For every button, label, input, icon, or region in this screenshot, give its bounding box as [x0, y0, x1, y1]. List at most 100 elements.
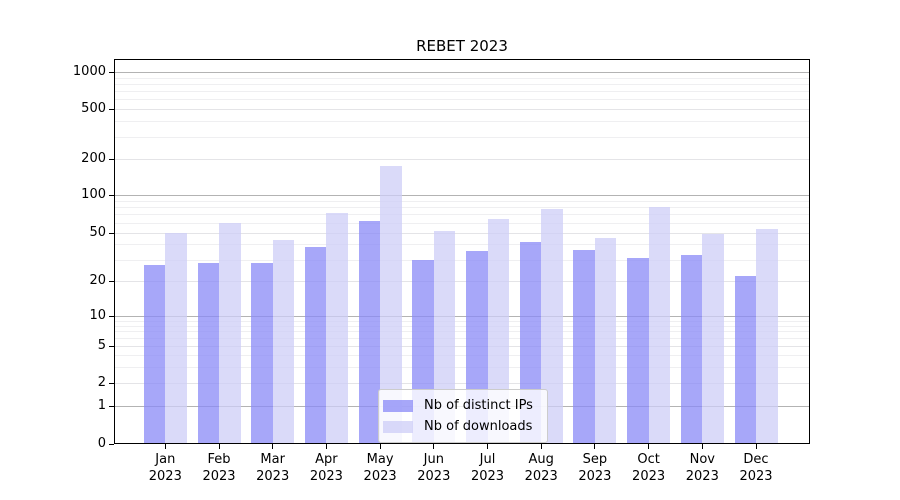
x-tick-10 — [701, 444, 703, 449]
gridline-minor-70 — [114, 214, 810, 216]
bar-downloads-may — [380, 165, 402, 444]
gridline-50 — [114, 232, 810, 234]
gridline-minor-60 — [114, 222, 810, 224]
y-tick-0 — [109, 444, 114, 445]
bar-downloads-oct — [648, 207, 671, 444]
gridline-minor-6 — [114, 338, 810, 340]
x-tick-0 — [164, 444, 166, 449]
legend-swatch-distinct-ips — [383, 399, 413, 412]
gridline-20 — [114, 281, 810, 282]
y-tick-50 — [109, 232, 114, 234]
x-tick-7 — [540, 444, 542, 449]
gridline-minor-30 — [114, 259, 810, 261]
chart-title: REBET 2023 — [416, 37, 508, 55]
bar-downloads-jul — [487, 219, 509, 444]
bar-distinct-ips-oct — [627, 257, 649, 444]
bar-distinct-ips-dec — [734, 275, 756, 444]
bar-distinct-ips-may — [358, 220, 381, 444]
bar-downloads-dec — [756, 229, 778, 444]
gridline-minor-80 — [114, 207, 810, 209]
x-tick-11 — [755, 444, 757, 449]
plot-area: Nb of distinct IPs Nb of downloads 0 1 2 5 1… — [73, 59, 810, 484]
x-tick-label-jul: Jul 2023 — [470, 452, 505, 484]
y-tick-20 — [109, 281, 114, 282]
legend-swatch-downloads — [383, 420, 413, 433]
x-tick-8 — [594, 444, 596, 449]
x-tick-label-may: May 2023 — [363, 452, 397, 484]
y-tick-200 — [109, 159, 114, 160]
y-tick-label-200: 200 — [81, 151, 106, 166]
x-tick-6 — [487, 444, 488, 449]
gridline-minor-900 — [114, 77, 810, 79]
gridline-200 — [114, 159, 810, 160]
bar-downloads-jan — [165, 232, 187, 444]
x-tick-4 — [379, 444, 381, 449]
y-tick-5 — [109, 346, 114, 347]
y-tick-label-10: 10 — [89, 308, 106, 323]
legend-item-distinct-ips: Nb of distinct IPs — [383, 395, 533, 416]
legend-label-distinct-ips: Nb of distinct IPs — [424, 398, 533, 413]
bar-distinct-ips-sep — [573, 249, 595, 444]
x-tick-label-oct: Oct 2023 — [632, 452, 666, 484]
bar-distinct-ips-nov — [680, 254, 703, 444]
x-tick-9 — [648, 444, 650, 449]
x-tick-2 — [272, 444, 274, 449]
y-tick-1000 — [109, 72, 114, 73]
y-tick-label-1: 1 — [97, 398, 106, 413]
gridline-minor-300 — [114, 136, 810, 138]
y-tick-2 — [109, 383, 114, 384]
legend-label-downloads: Nb of downloads — [424, 419, 533, 434]
x-tick-label-dec: Dec 2023 — [739, 452, 773, 484]
y-tick-label-100: 100 — [81, 187, 106, 202]
legend: Nb of distinct IPs Nb of downloads — [378, 389, 548, 443]
bar-downloads-sep — [594, 238, 617, 444]
x-tick-label-nov: Nov 2023 — [685, 452, 719, 484]
gridline-minor-40 — [114, 244, 810, 246]
y-tick-10 — [109, 316, 114, 317]
x-tick-label-jan: Jan 2023 — [148, 452, 182, 484]
gridline-minor-700 — [114, 91, 810, 93]
y-tick-1 — [109, 406, 114, 407]
x-tick-label-aug: Aug 2023 — [524, 452, 558, 484]
gridline-minor-8 — [114, 325, 810, 327]
bar-distinct-ips-mar — [251, 263, 273, 444]
y-tick-label-2: 2 — [97, 375, 106, 390]
y-tick-label-500: 500 — [81, 101, 106, 116]
bar-distinct-ips-apr — [304, 247, 327, 444]
gridline-5 — [114, 346, 810, 347]
legend-item-downloads: Nb of downloads — [383, 416, 533, 437]
gridline-100 — [114, 195, 810, 196]
y-tick-label-20: 20 — [89, 273, 106, 288]
bar-downloads-mar — [272, 240, 295, 444]
gridline-500 — [114, 109, 810, 110]
x-tick-label-jun: Jun 2023 — [417, 452, 451, 484]
x-tick-label-feb: Feb 2023 — [202, 452, 236, 484]
x-tick-3 — [325, 444, 327, 449]
y-tick-100 — [109, 195, 114, 196]
gridline-minor-4 — [114, 355, 810, 356]
gridline-minor-7 — [114, 331, 810, 333]
bar-distinct-ips-feb — [197, 263, 219, 444]
gridline-1000 — [114, 72, 810, 73]
x-tick-1 — [218, 444, 220, 449]
y-tick-label-5: 5 — [97, 338, 106, 353]
bar-downloads-aug — [541, 209, 563, 444]
x-tick-label-apr: Apr 2023 — [309, 452, 343, 484]
x-tick-label-mar: Mar 2023 — [256, 452, 290, 484]
y-tick-label-1000: 1000 — [72, 64, 106, 79]
gridline-10 — [114, 316, 810, 317]
gridline-2 — [114, 383, 810, 384]
gridline-minor-90 — [114, 200, 810, 202]
x-tick-5 — [433, 444, 435, 449]
y-tick-label-0: 0 — [97, 436, 106, 451]
y-tick-label-50: 50 — [89, 224, 106, 240]
gridline-minor-3 — [114, 366, 810, 368]
bar-downloads-feb — [219, 222, 241, 444]
gridline-minor-600 — [114, 99, 810, 101]
gridline-minor-9 — [114, 320, 810, 322]
y-tick-500 — [109, 109, 114, 110]
bar-distinct-ips-jan — [143, 265, 166, 444]
bar-downloads-nov — [702, 233, 724, 444]
gridline-minor-400 — [114, 121, 810, 123]
